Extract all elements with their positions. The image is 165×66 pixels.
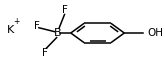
Text: K: K xyxy=(7,25,14,35)
Text: B: B xyxy=(54,28,61,38)
Text: F: F xyxy=(42,48,48,58)
Text: F: F xyxy=(62,5,68,15)
Text: F: F xyxy=(34,21,40,31)
Text: +: + xyxy=(13,17,20,26)
Text: OH: OH xyxy=(147,28,163,38)
